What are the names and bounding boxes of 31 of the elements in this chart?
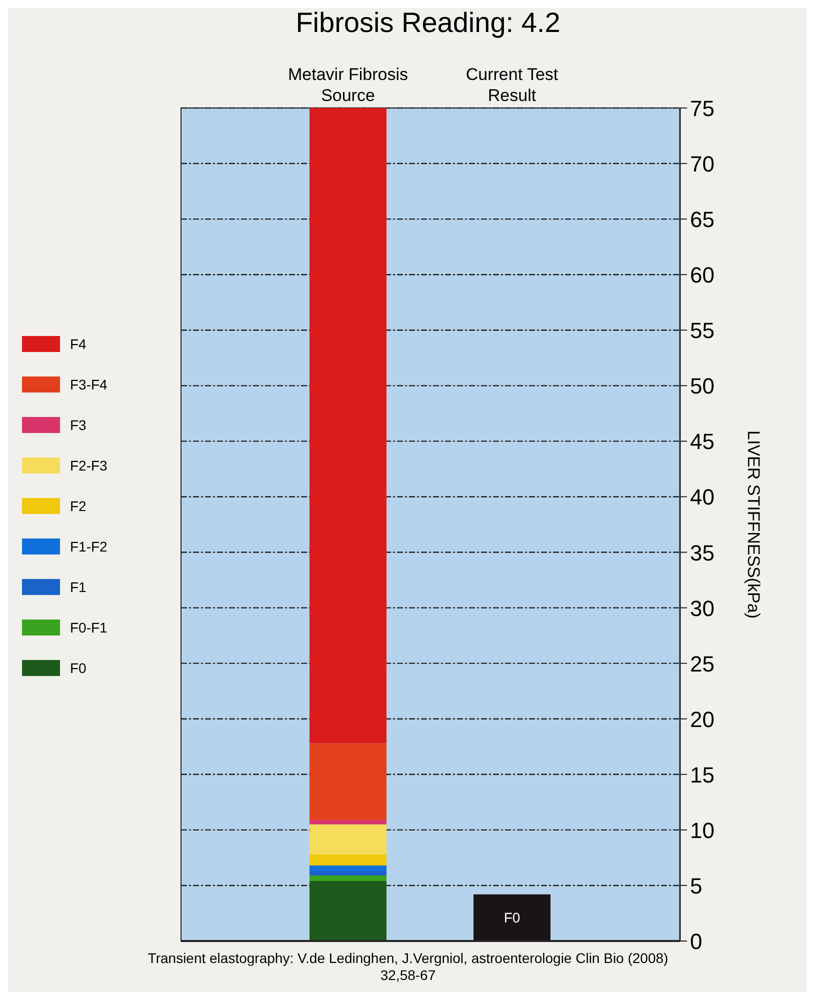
legend-label: F0 bbox=[70, 660, 87, 676]
legend-label: F1 bbox=[70, 579, 87, 595]
x-tick-label: Current Test Result bbox=[466, 65, 558, 105]
data-label: F0 bbox=[504, 910, 520, 926]
legend-label: F3 bbox=[70, 417, 87, 433]
y-tick-label: 35 bbox=[690, 540, 714, 566]
legend-label: F2-F3 bbox=[70, 458, 108, 474]
legend-label: F2 bbox=[70, 498, 87, 514]
x-tick-label: Metavir Fibrosis Source bbox=[288, 65, 408, 105]
y-tick-label: 60 bbox=[690, 262, 714, 288]
y-tick-label: 20 bbox=[690, 706, 714, 732]
y-tick-label: 50 bbox=[690, 374, 714, 399]
y-tick-label: 10 bbox=[690, 818, 714, 843]
legend-label: F1-F2 bbox=[70, 538, 108, 554]
y-tick-label: 65 bbox=[690, 207, 714, 232]
y-tick-label: 15 bbox=[690, 762, 714, 788]
chart-title: Fibrosis Reading: 4.2 bbox=[296, 7, 560, 38]
y-tick-label: 75 bbox=[690, 96, 714, 121]
y-axis-title: LIVER STIFFNESS(kPa) bbox=[744, 430, 763, 618]
y-tick-label: 40 bbox=[690, 484, 714, 510]
y-tick-label: 0 bbox=[690, 929, 702, 954]
y-tick-label: 55 bbox=[690, 318, 714, 344]
y-tick-label: 45 bbox=[690, 429, 714, 454]
y-tick-label: 30 bbox=[690, 596, 714, 621]
y-tick-label: 25 bbox=[690, 651, 714, 676]
text: Transient elastography: V.de Ledinghen, J.Vergniol, astroenterologie Clin Bio (2008) 32,58-67 bbox=[148, 950, 668, 983]
legend-label: F4 bbox=[70, 336, 87, 352]
legend-label: F0-F1 bbox=[70, 620, 108, 636]
legend-label: F3-F4 bbox=[70, 376, 108, 392]
y-tick-label: 5 bbox=[690, 873, 702, 898]
y-tick-label: 70 bbox=[690, 152, 714, 177]
